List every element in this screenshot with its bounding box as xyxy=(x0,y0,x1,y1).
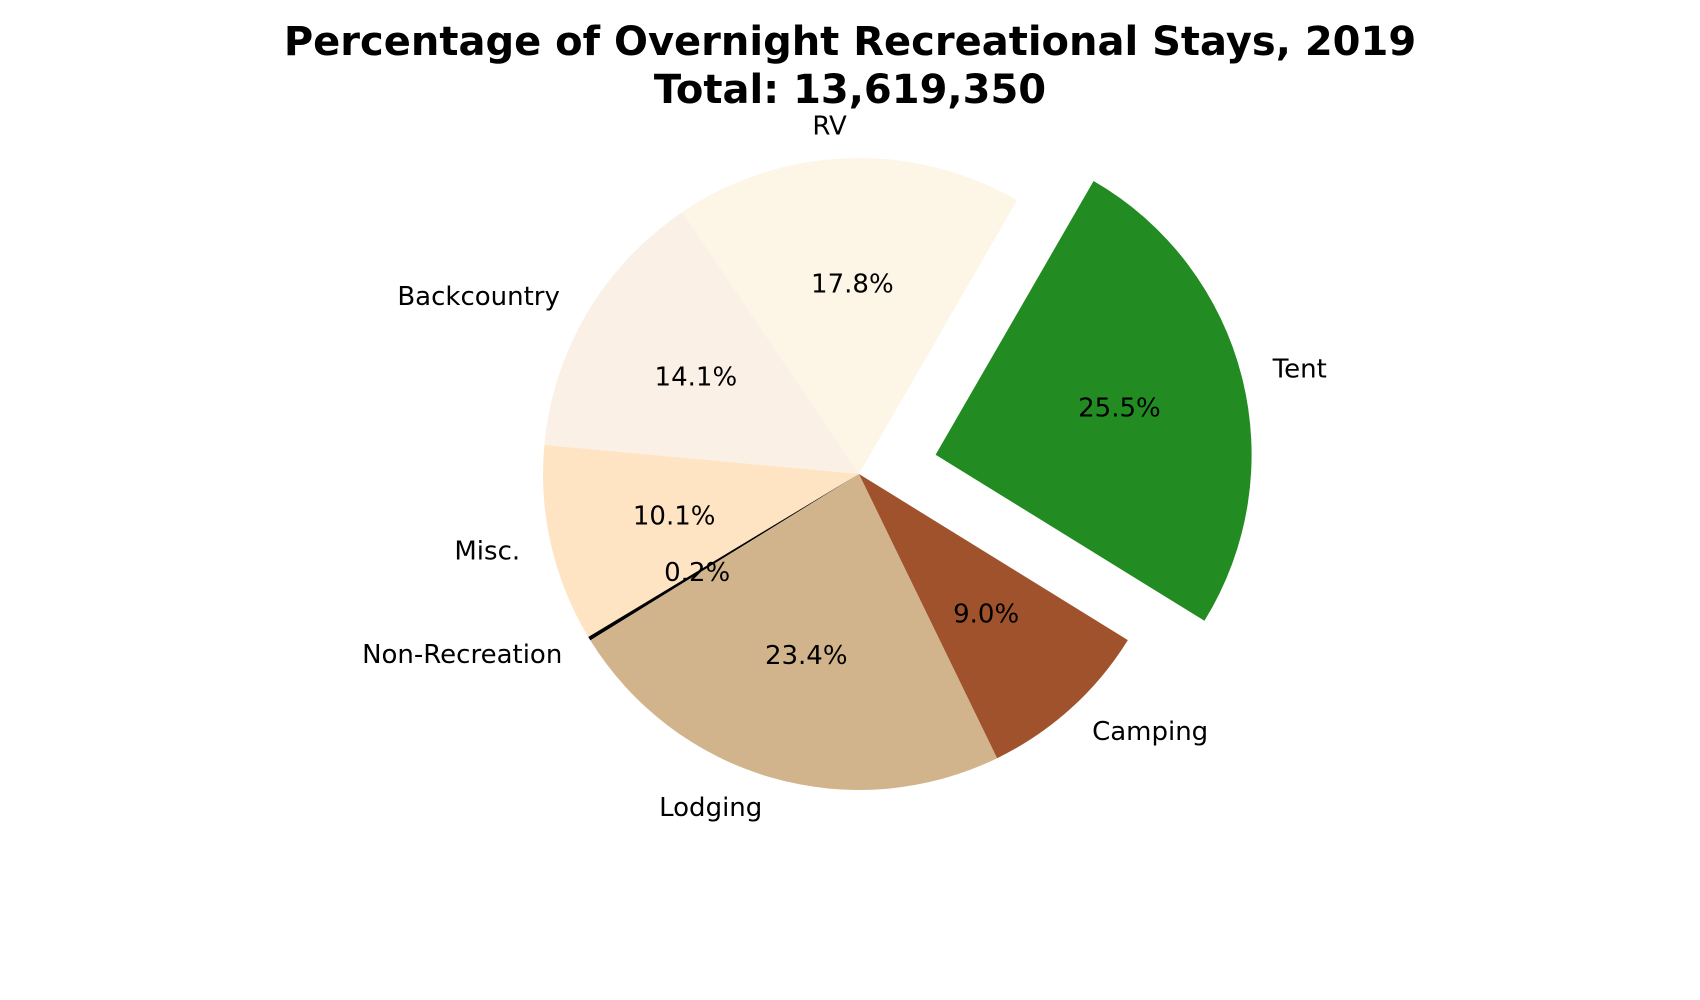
slice-label-misc: Misc. xyxy=(454,537,520,567)
pie-slice-misc xyxy=(542,444,859,637)
pie-slice-non-recreation xyxy=(588,474,859,641)
pie-slice-backcountry xyxy=(544,212,859,475)
slice-label-rv: RV xyxy=(812,112,847,142)
pct-label-rv: 17.8% xyxy=(811,270,894,300)
slice-label-lodging: Lodging xyxy=(659,793,762,823)
slice-label-tent: Tent xyxy=(1272,355,1327,385)
pct-label-misc: 10.1% xyxy=(633,501,716,531)
chart-title: Percentage of Overnight Recreational Sta… xyxy=(283,19,1417,65)
slice-label-camping: Camping xyxy=(1092,717,1208,747)
pct-label-tent: 25.5% xyxy=(1078,393,1161,423)
pct-label-lodging: 23.4% xyxy=(765,641,848,671)
pie-labels: RV 17.8% Backcountry 14.1% Misc. 10.1% Non-Rec… xyxy=(362,112,1327,823)
pct-label-camping: 9.0% xyxy=(953,600,1019,630)
pie-slice-lodging xyxy=(590,474,998,790)
pie-slice-tent xyxy=(935,181,1252,621)
chart-subtitle: Total: 13,619,350 xyxy=(653,67,1047,113)
pie-wedges xyxy=(542,157,1252,790)
pie-slice-rv xyxy=(682,157,1017,474)
pct-label-non-recreation: 0.2% xyxy=(664,558,730,588)
pct-label-backcountry: 14.1% xyxy=(655,362,738,392)
slice-label-non-recreation: Non-Recreation xyxy=(362,640,562,670)
pie-slice-camping xyxy=(859,474,1128,759)
slice-label-backcountry: Backcountry xyxy=(397,282,560,312)
